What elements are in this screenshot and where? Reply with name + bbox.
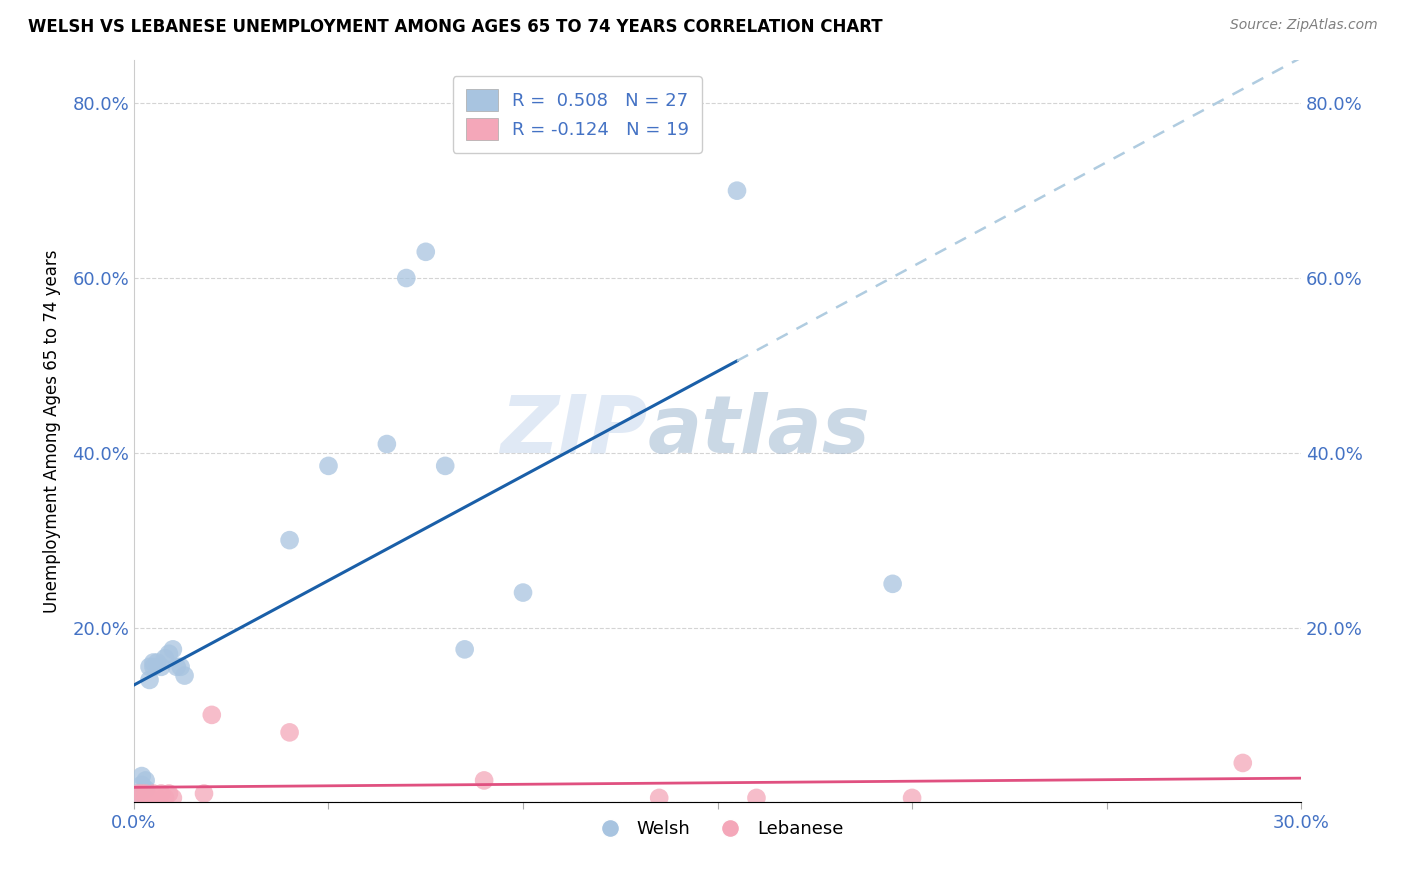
Point [278,533,301,548]
Text: ZIP: ZIP [501,392,648,470]
Point [648,791,671,805]
Point [512,585,534,599]
Point [901,791,924,805]
Point [131,787,153,801]
Point [472,773,495,788]
Point [278,725,301,739]
Point [138,791,160,805]
Point [138,660,160,674]
Point [375,437,398,451]
Point [173,668,195,682]
Point [146,791,169,805]
Text: WELSH VS LEBANESE UNEMPLOYMENT AMONG AGES 65 TO 74 YEARS CORRELATION CHART: WELSH VS LEBANESE UNEMPLOYMENT AMONG AGE… [28,18,883,36]
Text: atlas: atlas [648,392,870,470]
Point [166,660,188,674]
Point [142,660,165,674]
Point [135,787,157,801]
Point [142,656,165,670]
Point [157,647,180,661]
Point [131,778,153,792]
Point [150,660,173,674]
Point [318,458,340,473]
Point [135,791,157,805]
Point [153,791,176,805]
Point [150,787,173,801]
Point [162,791,184,805]
Point [882,577,904,591]
Point [1232,756,1254,770]
Point [193,787,215,801]
Point [434,458,457,473]
Point [153,651,176,665]
Point [453,642,475,657]
Text: Source: ZipAtlas.com: Source: ZipAtlas.com [1230,18,1378,32]
Point [201,707,224,722]
Point [745,791,768,805]
Point [142,787,165,801]
Point [146,656,169,670]
Point [415,244,437,259]
Point [395,271,418,285]
Legend: Welsh, Lebanese: Welsh, Lebanese [585,813,851,846]
Point [162,642,184,657]
Point [131,769,153,783]
Point [138,673,160,687]
Point [127,787,149,801]
Point [127,787,149,801]
Point [135,773,157,788]
Point [169,660,191,674]
Point [157,787,180,801]
Y-axis label: Unemployment Among Ages 65 to 74 years: Unemployment Among Ages 65 to 74 years [44,249,60,613]
Point [135,782,157,797]
Point [725,184,748,198]
